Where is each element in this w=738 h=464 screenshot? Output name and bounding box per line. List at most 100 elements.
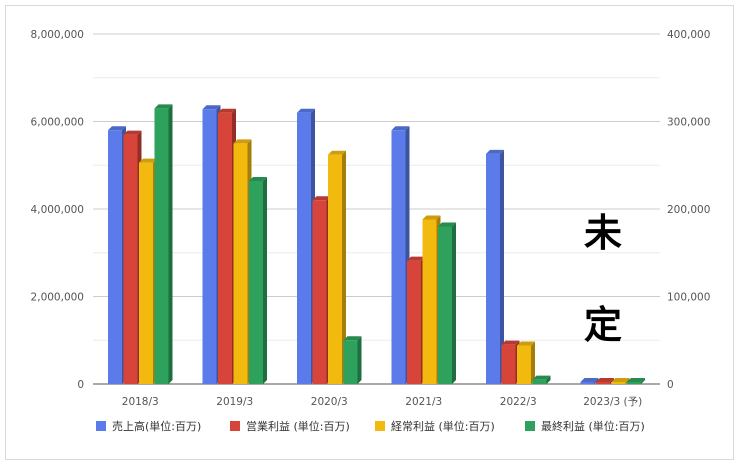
bar — [343, 336, 362, 384]
bar — [108, 126, 126, 384]
category-label: 2022/3 — [500, 396, 537, 408]
bar — [218, 108, 236, 384]
bar-front — [580, 382, 595, 384]
bar-front — [218, 112, 232, 384]
bar — [517, 341, 535, 384]
bar-side — [342, 150, 346, 384]
legend-label: 最終利益 (単位:百万) — [541, 419, 645, 433]
bar-top — [501, 340, 520, 345]
category-label: 2020/3 — [311, 396, 348, 408]
bar — [501, 340, 520, 384]
bar — [627, 378, 645, 384]
right-tick-label: 400,000 — [667, 29, 710, 41]
bar-top — [328, 150, 346, 155]
category-label: 2023/3 (予) — [583, 396, 642, 408]
legend-swatch — [230, 421, 240, 431]
bar-front — [611, 382, 626, 384]
bar-top — [123, 130, 142, 135]
bar-top — [580, 378, 599, 382]
bar-top — [297, 108, 315, 113]
bar-side — [168, 104, 173, 384]
bar-side — [625, 378, 630, 384]
bar-front — [328, 154, 342, 384]
bar-front — [517, 345, 531, 384]
left-axis-ticks: 0 2,000,000 4,000,000 6,000,000 8,000,000 — [31, 29, 84, 391]
annotation-char-2: 定 — [584, 303, 622, 347]
bar-front — [501, 344, 516, 384]
bar-front — [108, 130, 122, 384]
bar-side — [357, 336, 362, 384]
bar-top — [391, 126, 410, 131]
legend: 売上高(単位:百万) 営業利益 (単位:百万) 経常利益 (単位:百万) 最終利益 (… — [96, 419, 645, 433]
legend-item: 最終利益 (単位:百万) — [525, 419, 645, 433]
bar — [139, 158, 157, 384]
bar — [438, 222, 456, 384]
bar-top — [312, 196, 331, 201]
bar — [202, 105, 221, 384]
right-tick-label: 300,000 — [667, 117, 710, 129]
bar — [297, 108, 315, 384]
bar-front — [312, 200, 327, 384]
bar-side — [500, 149, 504, 384]
bar-front — [249, 181, 263, 384]
bar-front — [391, 130, 406, 384]
category-labels: 2018/3 2019/3 2020/3 2021/3 2022/3 2023/3 (予) — [122, 396, 642, 408]
legend-label: 売上高(単位:百万) — [112, 419, 201, 433]
category-label: 2021/3 — [405, 396, 442, 408]
bar-side — [531, 341, 535, 384]
left-tick-label: 8,000,000 — [31, 29, 84, 41]
bar — [580, 378, 599, 384]
bar — [154, 104, 173, 384]
legend-item: 経常利益 (単位:百万) — [375, 419, 495, 433]
bar-front — [202, 109, 217, 384]
bar-front — [627, 382, 641, 384]
bar — [328, 150, 346, 384]
bar-top — [611, 378, 630, 382]
bar-front — [233, 143, 248, 384]
left-tick-label: 4,000,000 — [31, 204, 84, 216]
bar-front — [422, 219, 437, 384]
annotation-char-1: 未 — [584, 211, 622, 255]
bar-top — [154, 104, 173, 109]
bar — [123, 130, 142, 384]
bar-top — [532, 375, 551, 380]
bars — [108, 104, 645, 384]
bar-side — [452, 222, 456, 384]
right-tick-label: 100,000 — [667, 292, 710, 304]
bar-side — [263, 177, 267, 384]
legend-swatch — [96, 421, 106, 431]
legend-item: 売上高(単位:百万) — [96, 419, 201, 433]
legend-label: 経常利益 (単位:百万) — [391, 419, 495, 433]
bar-top — [486, 149, 504, 154]
legend-swatch — [375, 421, 385, 431]
bar-front — [297, 112, 311, 384]
bar-front — [139, 162, 153, 384]
bar-top — [596, 378, 614, 382]
bar-front — [154, 108, 169, 384]
category-label: 2019/3 — [216, 396, 253, 408]
bar — [611, 378, 630, 384]
bar-front — [596, 382, 610, 384]
bar-top — [407, 256, 425, 261]
bar-front — [438, 226, 452, 384]
bar-side — [610, 378, 614, 384]
right-tick-label: 200,000 — [667, 204, 710, 216]
bar — [422, 215, 441, 384]
bar-top — [249, 177, 267, 181]
bar — [391, 126, 410, 384]
gridlines — [93, 33, 660, 385]
bar-front — [407, 260, 421, 384]
category-label: 2018/3 — [122, 396, 159, 408]
bar-top — [202, 105, 221, 110]
bar-top — [108, 126, 126, 131]
bar — [596, 378, 614, 384]
bar-front — [343, 340, 358, 384]
bar — [532, 375, 551, 384]
bar-top — [139, 158, 157, 163]
bar-top — [438, 222, 456, 227]
bar — [249, 177, 267, 384]
left-tick-label: 2,000,000 — [31, 292, 84, 304]
legend-label: 営業利益 (単位:百万) — [246, 419, 350, 433]
right-axis-ticks: 0 100,000 200,000 300,000 400,000 — [667, 29, 710, 391]
legend-item: 営業利益 (単位:百万) — [230, 419, 350, 433]
